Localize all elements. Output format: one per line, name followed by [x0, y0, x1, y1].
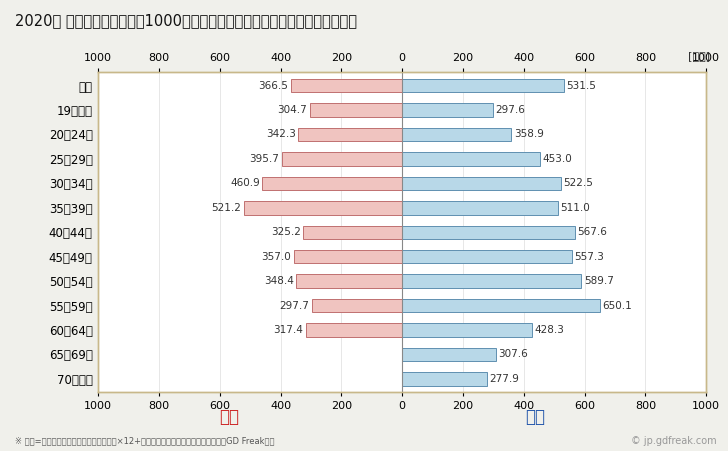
Bar	[244, 201, 403, 215]
Text: 557.3: 557.3	[574, 252, 604, 262]
Text: 304.7: 304.7	[277, 105, 307, 115]
Text: 女性: 女性	[219, 408, 240, 426]
Text: 342.3: 342.3	[266, 129, 296, 139]
Bar	[290, 79, 403, 92]
Text: 460.9: 460.9	[230, 179, 260, 189]
Text: 511.0: 511.0	[560, 203, 590, 213]
Bar	[403, 103, 493, 117]
Bar	[296, 274, 403, 288]
Text: 317.4: 317.4	[274, 325, 304, 335]
Bar	[309, 103, 403, 117]
Bar	[282, 152, 403, 166]
Bar	[403, 152, 540, 166]
Bar	[306, 323, 403, 337]
Text: 男性: 男性	[525, 408, 545, 426]
Bar	[262, 177, 403, 190]
Bar	[403, 348, 496, 361]
Text: 297.6: 297.6	[495, 105, 525, 115]
Text: 395.7: 395.7	[250, 154, 280, 164]
Bar	[403, 372, 487, 386]
Text: 531.5: 531.5	[566, 81, 596, 91]
Bar	[403, 79, 563, 92]
Text: 589.7: 589.7	[584, 276, 614, 286]
Text: 453.0: 453.0	[542, 154, 572, 164]
Bar	[403, 177, 561, 190]
Text: [万円]: [万円]	[688, 51, 710, 61]
Text: 521.2: 521.2	[212, 203, 242, 213]
Text: 358.9: 358.9	[514, 129, 544, 139]
Bar	[293, 250, 403, 263]
Text: 348.4: 348.4	[264, 276, 294, 286]
Bar	[403, 323, 532, 337]
Bar	[403, 128, 511, 141]
Bar	[403, 274, 582, 288]
Bar	[403, 226, 574, 239]
Text: 307.6: 307.6	[498, 350, 528, 359]
Text: 297.7: 297.7	[280, 301, 309, 311]
Text: 428.3: 428.3	[535, 325, 565, 335]
Bar	[403, 201, 558, 215]
Text: 522.5: 522.5	[563, 179, 593, 189]
Text: 2020年 民間企業（従業者数1000人以上）フルタイム労働者の男女別平均年収: 2020年 民間企業（従業者数1000人以上）フルタイム労働者の男女別平均年収	[15, 14, 357, 28]
Text: 325.2: 325.2	[271, 227, 301, 237]
Text: ※ 年収=「きまって支給する現金給与額」×12+「年間賞与その他特別給与額」としてGD Freak推計: ※ 年収=「きまって支給する現金給与額」×12+「年間賞与その他特別給与額」とし…	[15, 437, 274, 446]
Bar	[403, 299, 600, 313]
Bar	[312, 299, 403, 313]
Bar	[304, 226, 403, 239]
Text: 366.5: 366.5	[258, 81, 288, 91]
Bar	[298, 128, 403, 141]
Text: © jp.gdfreak.com: © jp.gdfreak.com	[631, 436, 717, 446]
Bar	[403, 250, 571, 263]
Text: 277.9: 277.9	[489, 374, 519, 384]
Text: 357.0: 357.0	[261, 252, 291, 262]
Text: 567.6: 567.6	[577, 227, 607, 237]
Text: 650.1: 650.1	[602, 301, 632, 311]
